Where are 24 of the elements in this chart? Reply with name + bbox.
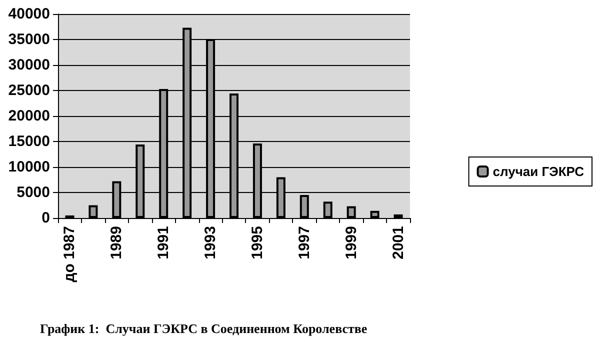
bar xyxy=(346,206,356,218)
y-tick-label: 0 xyxy=(42,210,50,226)
x-tick-label: 1997 xyxy=(296,226,313,260)
text: График 1: Случаи ГЭКРС в Соединенном Королевстве xyxy=(40,321,368,336)
bar xyxy=(323,202,332,218)
y-tick-label: 40000 xyxy=(8,6,50,22)
y-tick-label: 30000 xyxy=(8,56,50,74)
legend-label: случаи ГЭКРС xyxy=(492,164,585,179)
x-tick-label: до 1987 xyxy=(61,226,78,282)
bar xyxy=(370,210,380,218)
y-tick-label: 20000 xyxy=(8,108,50,124)
x-tick-label: 1991 xyxy=(155,226,172,260)
y-tick-label: 25000 xyxy=(8,82,50,99)
y-tick-label: 15000 xyxy=(8,133,50,150)
x-tick-label: 2001 xyxy=(390,226,407,260)
y-tick-label: 5000 xyxy=(16,184,50,201)
x-tick-label: 1993 xyxy=(202,226,220,260)
x-tick-label: 1989 xyxy=(108,226,126,260)
bar xyxy=(88,205,98,218)
x-tick-label: 1995 xyxy=(248,226,266,260)
y-tick-label: 35000 xyxy=(8,31,50,48)
bar xyxy=(300,195,309,218)
x-tick-label: 1999 xyxy=(342,226,360,260)
y-tick-label: 10000 xyxy=(8,158,50,176)
